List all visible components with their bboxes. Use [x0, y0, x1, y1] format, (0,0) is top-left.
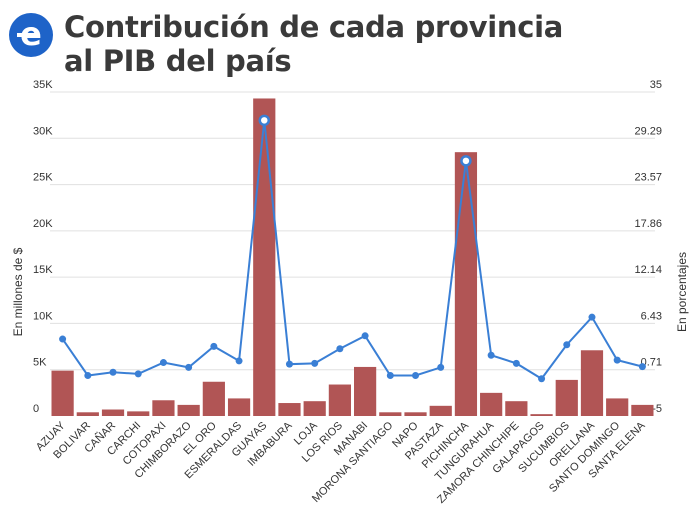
bar [429, 405, 452, 416]
left-tick-label: 25K [33, 172, 53, 184]
bar [253, 98, 276, 416]
right-tick-label: 23.57 [634, 172, 662, 184]
title-line-1: Contribución de cada provincia [64, 10, 564, 44]
right-axis-ticks: -5 0.71 6.43 12.14 17.86 23.57 29.29 35 [634, 79, 662, 415]
line-point [285, 360, 293, 368]
logo-icon: e [9, 13, 53, 57]
line-point [311, 359, 319, 367]
highlighted-point [460, 155, 472, 167]
line-point [437, 363, 445, 371]
line-point [386, 372, 394, 379]
bar [379, 412, 402, 416]
line-point [109, 368, 117, 376]
bar [606, 398, 629, 416]
left-tick-label: 10K [33, 310, 53, 322]
line-point [159, 359, 167, 367]
right-tick-label: 35 [650, 79, 662, 91]
bar [227, 398, 251, 416]
line-point [235, 357, 243, 365]
left-tick-label: 35K [33, 79, 53, 91]
bar [152, 400, 175, 416]
line-point [134, 370, 142, 378]
bars [51, 98, 654, 416]
bar [328, 384, 351, 416]
bar [76, 412, 99, 416]
line-point [588, 313, 596, 321]
right-tick-label: 29.29 [634, 125, 662, 137]
bar [631, 404, 654, 416]
right-tick-label: 0.71 [641, 357, 662, 369]
highlighted-point [258, 114, 271, 127]
line-point [336, 345, 344, 353]
bar [404, 412, 427, 416]
bar [101, 409, 125, 416]
left-tick-label: 20K [33, 218, 53, 230]
line-point [84, 372, 92, 379]
bar [202, 381, 225, 416]
line-point [412, 372, 420, 379]
bar [454, 152, 478, 416]
grid-lines [50, 91, 655, 371]
bar [480, 392, 503, 416]
line-point [613, 356, 621, 364]
line-point [361, 332, 369, 340]
left-tick-label: 15K [33, 264, 53, 276]
left-axis-ticks: 0 5K 10K 15K 20K 25K 30K 35K [33, 79, 53, 415]
line-point [538, 375, 546, 383]
line-point [638, 363, 646, 371]
left-tick-label: 0 [33, 403, 39, 415]
right-tick-label: -5 [652, 403, 662, 415]
line-point [563, 341, 571, 349]
bar [303, 401, 326, 416]
title-line-2: al PIB del país [64, 44, 292, 78]
page-title: Contribución de cada provincia al PIB de… [64, 10, 563, 78]
bar [530, 414, 553, 416]
left-axis-title: En millones de $ [11, 247, 25, 336]
bar [505, 401, 528, 416]
right-tick-label: 17.86 [634, 218, 662, 230]
x-axis-labels: AZUAYBOLIVARCAÑARCARCHICOTOPAXICHIMBORAZ… [34, 419, 648, 506]
bar [555, 379, 578, 416]
line-point [185, 363, 193, 371]
percent-line-layer [59, 114, 646, 383]
bar [354, 366, 377, 416]
line-point [210, 342, 218, 350]
right-tick-label: 6.43 [641, 310, 662, 322]
right-tick-label: 12.14 [634, 264, 662, 276]
bar [51, 370, 74, 416]
bar [177, 404, 200, 416]
percent-line [61, 120, 643, 381]
line-point [59, 335, 67, 343]
line-point [487, 351, 495, 359]
line-point [512, 359, 520, 367]
left-tick-label: 5K [33, 357, 47, 369]
bar [580, 350, 604, 416]
bar [127, 411, 150, 416]
left-tick-label: 30K [33, 125, 53, 137]
bar [278, 403, 301, 416]
right-axis-title: En porcentajes [675, 252, 689, 332]
